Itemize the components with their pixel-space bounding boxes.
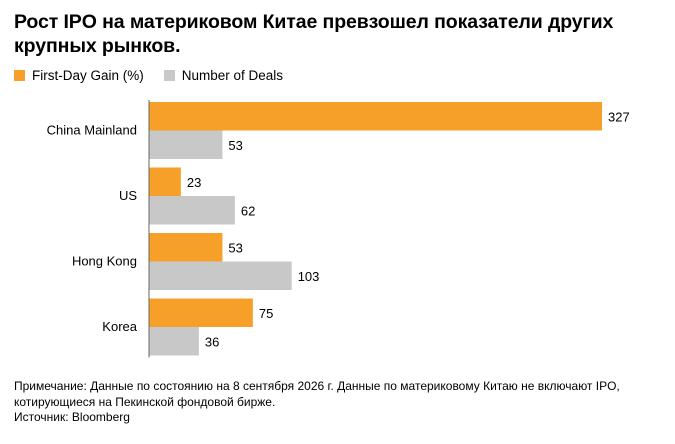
bar-china-mainland-first-day-gain [149,102,602,131]
category-label-us: US [119,188,137,203]
bar-hong-kong-number-of-deals [149,261,292,290]
data-label-korea-number-of-deals: 36 [205,334,219,349]
data-label-china-mainland-number-of-deals: 53 [228,138,242,153]
legend-item-number-of-deals: Number of Deals [163,68,284,83]
data-label-us-number-of-deals: 62 [241,203,255,218]
bar-china-mainland-number-of-deals [149,130,223,159]
footer: Примечание: Данные по состоянию на 8 сен… [14,379,664,426]
legend-item-first-day-gain: First-Day Gain (%) [14,68,144,83]
bar-us-number-of-deals [149,196,235,225]
legend: First-Day Gain (%) Number of Deals [14,68,303,83]
footer-note-line-1: Примечание: Данные по состоянию на 8 сен… [14,379,620,393]
footer-source: Источник: Bloomberg [14,410,130,424]
bar-hong-kong-first-day-gain [149,233,223,262]
category-label-korea: Korea [102,319,137,334]
data-label-us-first-day-gain: 23 [187,175,201,190]
category-label-china-mainland: China Mainland [47,123,137,138]
data-label-hong-kong-number-of-deals: 103 [298,269,320,284]
legend-label-number-of-deals: Number of Deals [181,68,284,83]
bar-korea-number-of-deals [149,327,199,356]
category-label-hong-kong: Hong Kong [72,254,137,269]
chart-title: Рост IPO на материковом Китае превзошел … [14,11,614,57]
legend-swatch-first-day-gain [14,70,25,81]
footer-note-line-2: котирующиеся на Пекинской фондовой бирже… [14,394,276,409]
legend-swatch-number-of-deals [163,70,175,81]
bar-korea-first-day-gain [149,298,253,327]
data-label-korea-first-day-gain: 75 [259,306,273,321]
legend-label-first-day-gain: First-Day Gain (%) [32,68,144,83]
bar-us-first-day-gain [149,167,181,196]
data-label-china-mainland-first-day-gain: 327 [608,109,630,124]
data-label-hong-kong-first-day-gain: 53 [228,240,242,255]
